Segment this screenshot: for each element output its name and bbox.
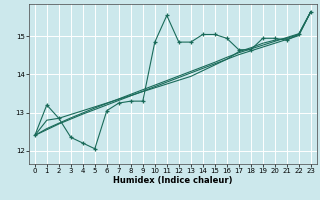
X-axis label: Humidex (Indice chaleur): Humidex (Indice chaleur): [113, 176, 233, 185]
